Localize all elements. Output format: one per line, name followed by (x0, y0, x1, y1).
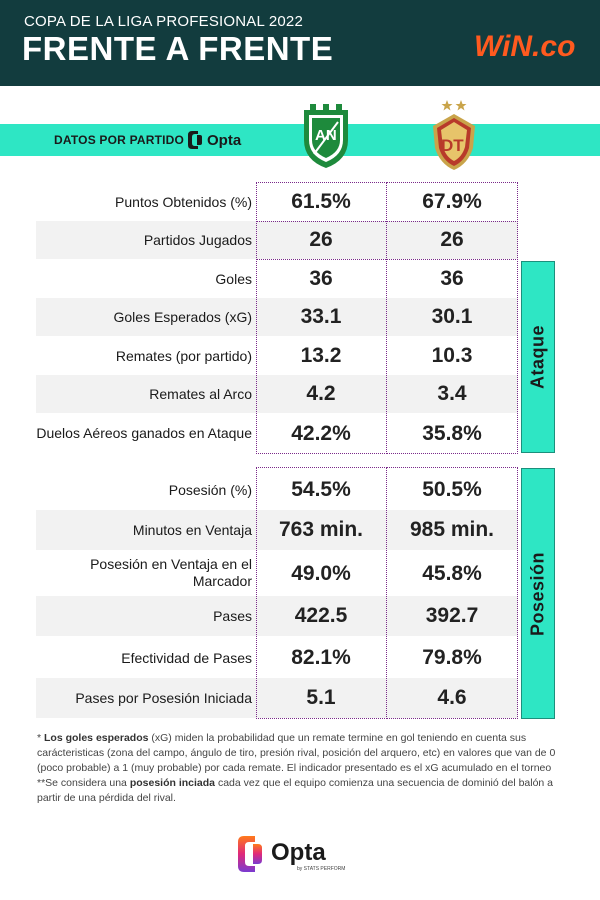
team-2-duelos-value: 35.8% (422, 422, 482, 445)
team-2-posesion-value: 50.5% (422, 478, 482, 501)
team-1-xg-value: 33.1 (300, 305, 342, 328)
table-row-bg (36, 596, 518, 636)
opta-mark-icon (253, 844, 262, 864)
row-label-remates: Remates (por partido) (115, 347, 252, 364)
footnotes: * Los goles esperados (xG) miden la prob… (37, 731, 567, 806)
footnote-text: (xG) miden la probabilidad que un remate… (37, 732, 556, 774)
opta-footer-logo: Opta by STATS PERFORM (238, 836, 345, 872)
team-1-minutos-value: 763 min. (278, 518, 364, 541)
opta-mark-icon (188, 131, 202, 149)
table-row-bg (36, 221, 518, 259)
team-2-column-frame (386, 182, 518, 454)
header-bar: COPA DE LA LIGA PROFESIONAL 2022 FRENTE … (0, 0, 600, 86)
team-1-goles-value: 36 (309, 267, 333, 290)
competition-subtitle: COPA DE LA LIGA PROFESIONAL 2022 (24, 13, 304, 30)
team-1-column-frame (256, 467, 387, 719)
team-1-remates-arco-value: 4.2 (306, 382, 336, 405)
team-2-remates-value: 10.3 (431, 344, 473, 367)
table-row-bg (36, 678, 518, 718)
team-1-duelos-value: 42.2% (291, 422, 351, 445)
opta-provider-logo: Opta (186, 129, 241, 151)
row-label-puntos: Puntos Obtenidos (%) (115, 193, 252, 210)
team-1-remates-value: 13.2 (300, 344, 342, 367)
team-1-crest-icon: AN (304, 104, 348, 168)
team-2-pases-posesion-value: 4.6 (437, 686, 467, 709)
row-label-pases: Pases (213, 607, 252, 624)
team-2-xg-value: 30.1 (431, 305, 473, 328)
table-row-bg (36, 510, 518, 550)
row-label-partidos: Partidos Jugados (143, 231, 252, 248)
team-2-minutos-value: 985 min. (409, 518, 495, 541)
ataque-section-tab: Ataque (521, 261, 555, 453)
brand-logo-text: WiN.co (474, 30, 575, 63)
team-1-posesion-value: 54.5% (291, 478, 351, 501)
team-2-initials: DT (441, 136, 464, 155)
team-1-pases-value: 422.5 (294, 604, 348, 627)
opta-footer-subtext: by STATS PERFORM (297, 866, 345, 872)
team-1-puntos-value: 61.5% (291, 190, 351, 213)
win-brand-logo: WiN.co (474, 30, 575, 63)
opta-footer-text: Opta (271, 839, 326, 866)
team-1-initials: AN (315, 127, 337, 144)
footnote-bold-term: posesión inciada (129, 777, 216, 789)
row-label-efectividad: Efectividad de Pases (121, 649, 252, 666)
team-2-pases-value: 392.7 (425, 604, 479, 627)
ataque-section-label: Ataque (527, 324, 548, 390)
page-title: FRENTE A FRENTE (22, 30, 334, 67)
posesion-section-label: Posesión (527, 551, 548, 636)
team-2-remates-arco-value: 3.4 (437, 382, 467, 405)
team-2-partidos-value: 26 (440, 228, 464, 251)
team-1-pases-posesion-value: 5.1 (306, 686, 336, 709)
team-1-posesion-ventaja-value: 49.0% (291, 562, 351, 585)
team-1-partidos-value: 26 (309, 228, 333, 251)
team-2-crest-icon: DT (433, 100, 475, 170)
row-label-pases-posesion: Pases por Posesión Iniciada (75, 689, 252, 706)
posesion-section-tab: Posesión (521, 468, 555, 719)
row-divider (256, 259, 518, 260)
row-label-duelos: Duelos Aéreos ganados en Ataque (36, 424, 252, 441)
data-band (0, 124, 600, 156)
table-row-bg (36, 298, 518, 336)
row-divider (256, 221, 518, 222)
team-1-column-frame (256, 182, 387, 454)
table-row-bg (36, 375, 518, 413)
team-2-efectividad-value: 79.8% (422, 646, 482, 669)
opta-provider-label: Opta (207, 131, 242, 149)
team-2-goles-value: 36 (440, 267, 464, 290)
footnote-bold-term: Los goles esperados (44, 732, 149, 744)
row-label-remates-arco: Remates al Arco (149, 385, 252, 402)
team-2-posesion-ventaja-value: 45.8% (422, 562, 482, 585)
opta-mark-icon (238, 836, 255, 872)
row-label-posesion: Posesión (%) (168, 481, 252, 498)
row-label-minutos: Minutos en Ventaja (132, 521, 252, 538)
team-1-efectividad-value: 82.1% (291, 646, 351, 669)
footnote-xg: * Los goles esperados (xG) miden la prob… (37, 731, 567, 776)
row-label-goles: Goles (215, 270, 252, 287)
footnote-marker: * (37, 732, 45, 744)
row-label-posesion-ventaja: Posesión en Ventaja en el Marcador (90, 556, 252, 589)
footnote-posesion: **Se considera una posesión inciada cada… (37, 776, 567, 806)
team-2-puntos-value: 67.9% (422, 190, 482, 213)
band-label: DATOS POR PARTIDO (54, 133, 185, 147)
footnote-text: cada vez que el equipo comienza una secu… (37, 777, 554, 804)
row-label-xg: Goles Esperados (xG) (113, 308, 253, 325)
footnote-marker: **Se considera una (37, 777, 130, 789)
team-2-column-frame (386, 467, 518, 719)
